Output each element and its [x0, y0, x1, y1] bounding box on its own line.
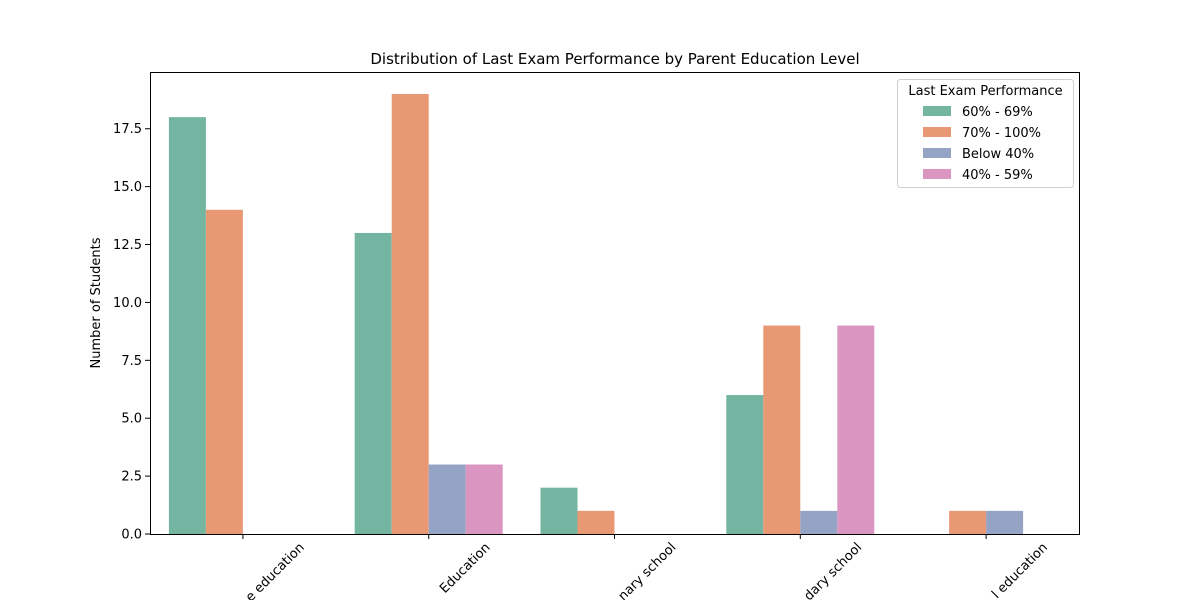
- y-tick-label: 5.0: [121, 412, 142, 427]
- bar-3-2: [577, 510, 615, 534]
- x-tick-label: Education: [437, 540, 493, 596]
- y-tick-label: 7.5: [121, 354, 142, 369]
- y-tick-label: 15.0: [113, 180, 142, 195]
- y-tick-label: 0.0: [121, 528, 142, 543]
- bars-layer: [168, 94, 1024, 534]
- x-tick-label: l education: [989, 540, 1051, 600]
- legend-label: 40% - 59%: [962, 168, 1033, 183]
- legend-label: Below 40%: [962, 147, 1034, 162]
- bar-1-1: [168, 117, 206, 534]
- bar-3-1: [540, 487, 578, 534]
- x-tick-label: nary school: [616, 540, 680, 600]
- bar-4-4: [837, 325, 875, 534]
- y-axis: 0.0 2.5 5.0 7.5 10.0 12.5 15.0 17.5: [113, 122, 150, 543]
- legend-swatch: [923, 169, 951, 179]
- bar-4-1: [726, 395, 764, 534]
- x-tick-label: dary school: [801, 540, 865, 600]
- legend-label: 60% - 69%: [962, 105, 1033, 120]
- bar-4-3: [800, 510, 838, 534]
- y-tick-label: 2.5: [121, 470, 142, 485]
- plot-frame: [150, 72, 1080, 535]
- bar-4-2: [763, 325, 801, 534]
- bar-2-4: [465, 464, 503, 534]
- bar-2-3: [428, 464, 466, 534]
- bar-5-2: [949, 510, 987, 534]
- x-tick-label: e education: [243, 540, 308, 600]
- y-tick-label: 17.5: [113, 122, 142, 137]
- y-tick-label: 12.5: [113, 238, 142, 253]
- y-tick-label: 10.0: [113, 296, 142, 311]
- legend-title: Last Exam Performance: [908, 84, 1062, 99]
- y-axis-label: Number of Students: [89, 237, 104, 368]
- legend: Last Exam Performance 60% - 69% 70% - 100%…: [897, 79, 1074, 188]
- legend-swatch: [923, 127, 951, 137]
- legend-swatch: [923, 148, 951, 158]
- bar-5-3: [986, 510, 1024, 534]
- bar-2-1: [354, 232, 392, 534]
- bar-2-2: [391, 94, 429, 534]
- legend-swatch: [923, 106, 951, 116]
- bar-1-2: [205, 209, 243, 534]
- chart-title: Distribution of Last Exam Performance by…: [370, 50, 859, 68]
- legend-label: 70% - 100%: [962, 126, 1041, 141]
- x-axis: e education Education nary school dary scho…: [242, 534, 1051, 600]
